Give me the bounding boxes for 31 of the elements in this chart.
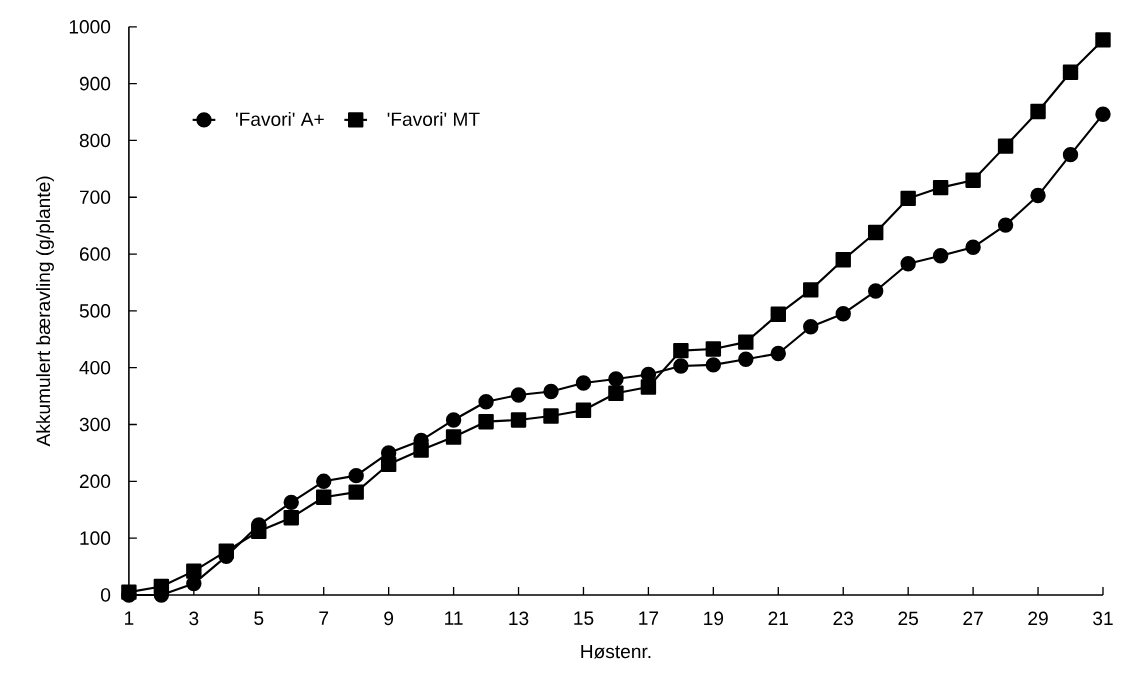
y-tick-label: 1000: [69, 20, 111, 34]
y-tick-label: 700: [79, 190, 111, 205]
x-tick-label: 25: [898, 611, 918, 626]
y-tick-label: 400: [79, 360, 111, 375]
x-tick-label: 19: [704, 611, 724, 626]
x-tick-label: 27: [963, 611, 983, 626]
x-tick-label: 1: [125, 611, 134, 625]
x-tick-label: 21: [768, 611, 788, 626]
y-tick-label: 200: [79, 474, 111, 489]
y-axis-title: Akkumulert bæravling (g/plante): [36, 176, 54, 447]
x-axis-title: Høstenr.: [581, 644, 651, 659]
legend-label: 'Favori' A+: [235, 112, 324, 127]
y-tick-label: 600: [79, 247, 111, 261]
x-tick-label: 7: [319, 611, 329, 625]
x-tick-label: 15: [574, 611, 594, 625]
legend-label: 'Favori' MT: [387, 112, 480, 127]
x-tick-label: 11: [445, 611, 463, 625]
y-tick-label: 500: [79, 304, 111, 318]
y-tick-label: 300: [79, 417, 111, 432]
x-tick-label: 9: [384, 611, 394, 626]
y-tick-label: 0: [101, 588, 111, 602]
x-tick-label: 29: [1028, 611, 1048, 626]
x-tick-label: 13: [509, 611, 529, 626]
x-tick-label: 17: [639, 611, 659, 625]
x-tick-label: 23: [833, 611, 854, 626]
y-tick-label: 100: [80, 531, 111, 545]
y-tick-label: 800: [79, 133, 111, 148]
y-tick-label: 900: [79, 76, 111, 91]
x-tick-label: 3: [189, 611, 199, 626]
x-tick-label: 31: [1093, 611, 1113, 626]
x-tick-label: 5: [254, 611, 264, 625]
